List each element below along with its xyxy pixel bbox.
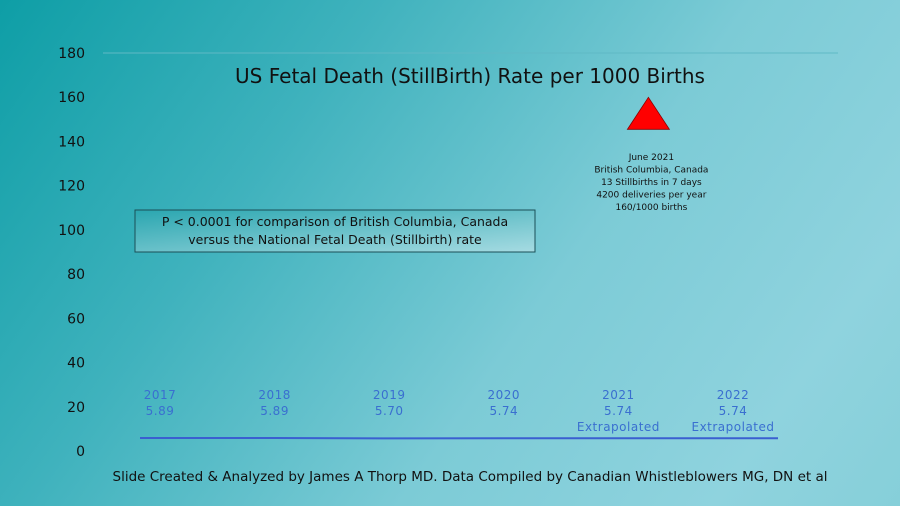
year-label-2021: 2021	[602, 388, 635, 402]
value-label-2022: 5.74	[719, 404, 748, 418]
bc-note-line-3: 4200 deliveries per year	[596, 191, 706, 201]
point-labels: 2017 5.89 2018 5.89 2019 5.70 2020 5.74 2021 5.74…	[144, 388, 774, 434]
bc-triangle-marker	[626, 96, 671, 130]
p-value-box: P < 0.0001 for comparison of British Col…	[134, 209, 536, 253]
y-tick-label-0: 0	[76, 444, 85, 460]
bc-highlight: June 2021 British Columbia, Canada 13 Stil…	[594, 96, 708, 213]
bc-note-line-1: British Columbia, Canada	[594, 166, 708, 176]
bc-note-line-2: 13 Stillbirths in 7 days	[601, 178, 702, 188]
year-label-2019: 2019	[373, 388, 406, 402]
y-tick-label-180: 180	[58, 46, 85, 62]
y-tick-label-20: 20	[67, 400, 85, 416]
year-label-2022: 2022	[717, 388, 750, 402]
year-label-2018: 2018	[258, 388, 291, 402]
year-label-2017: 2017	[144, 388, 177, 402]
footer-credit: Slide Created & Analyzed by James A Thor…	[113, 469, 828, 485]
y-tick-label-60: 60	[67, 311, 85, 327]
note-label-2021: Extrapolated	[577, 420, 660, 434]
y-tick-label-40: 40	[67, 356, 85, 372]
note-label-2022: Extrapolated	[691, 420, 774, 434]
bc-note-line-0: June 2021	[628, 153, 674, 163]
value-label-2019: 5.70	[375, 404, 404, 418]
y-tick-label-80: 80	[67, 267, 85, 283]
value-label-2021: 5.74	[604, 404, 633, 418]
value-label-2020: 5.74	[489, 404, 518, 418]
y-tick-label-120: 120	[58, 179, 85, 195]
year-label-2020: 2020	[488, 388, 521, 402]
y-tick-label-140: 140	[58, 134, 85, 150]
p-value-line-1: P < 0.0001 for comparison of British Col…	[162, 214, 508, 229]
bc-note-line-4: 160/1000 births	[615, 203, 687, 213]
y-axis-ticks: 0 20 40 60 80 100 120 140 160 180	[58, 46, 85, 460]
value-label-2018: 5.89	[260, 404, 289, 418]
value-label-2017: 5.89	[146, 404, 175, 418]
bc-note: June 2021 British Columbia, Canada 13 Stil…	[594, 153, 708, 213]
chart-title: US Fetal Death (StillBirth) Rate per 100…	[235, 64, 705, 88]
y-tick-label-100: 100	[58, 223, 85, 239]
p-value-line-2: versus the National Fetal Death (Stillbi…	[188, 232, 482, 247]
y-tick-label-160: 160	[58, 90, 85, 106]
p-value-box-frame	[134, 209, 536, 253]
